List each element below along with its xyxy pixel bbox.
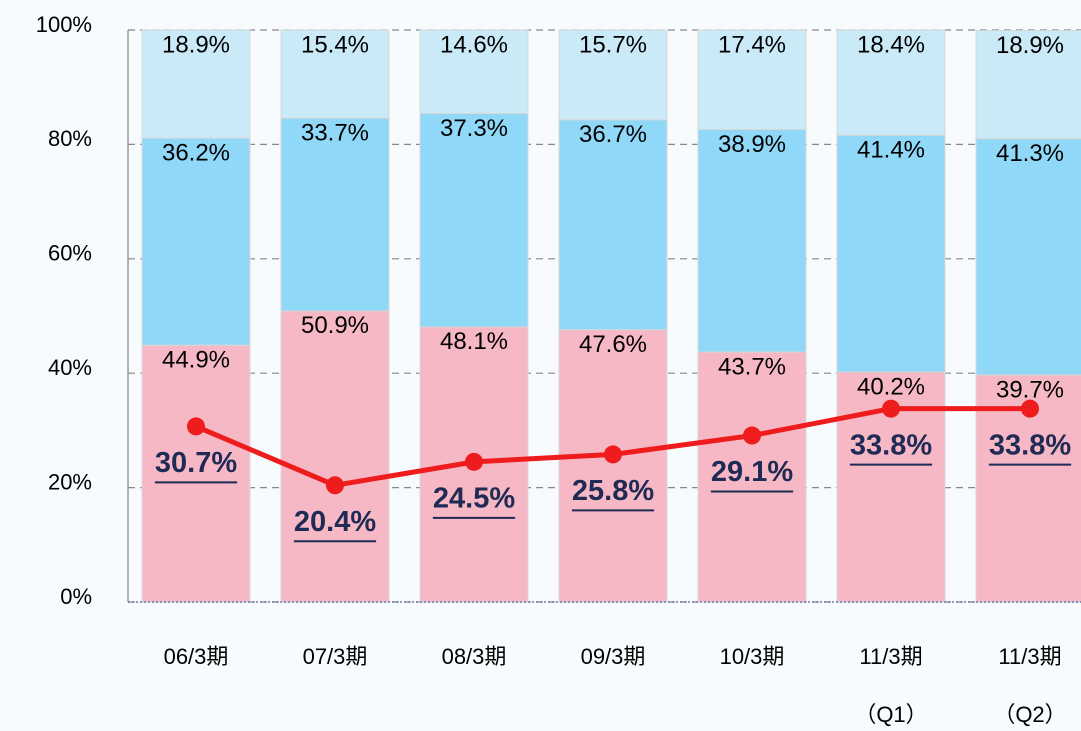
chart: 0% 20% 40% 60% 80% 100% 44.9% 36.2% 18.9% 06/3期 50… (0, 0, 1081, 731)
data-label: 47.6% (579, 331, 647, 358)
y-tick-label: 100% (36, 12, 92, 37)
data-label: 40.2% (857, 373, 925, 400)
bar-segment (281, 118, 389, 311)
line-data-label: 33.8% (850, 429, 932, 461)
line-data-label: 30.7% (155, 447, 237, 479)
line-data-label: 20.4% (294, 506, 376, 538)
line-marker (743, 427, 761, 445)
bar-segment (837, 135, 945, 372)
x-tick-sublabel: （Q2） (993, 702, 1066, 727)
x-tick-label: 09/3期 (581, 644, 646, 669)
x-tick-label: 11/3期 (859, 644, 922, 669)
bar-segment (559, 120, 667, 330)
bar-segment (559, 330, 667, 602)
data-label: 15.7% (579, 31, 647, 58)
x-tick-sublabel: （Q1） (854, 702, 927, 727)
bar-segment (281, 311, 389, 602)
data-label: 18.4% (857, 31, 925, 58)
line-data-label: 29.1% (711, 456, 793, 488)
y-tick-label: 40% (48, 355, 92, 380)
x-tick-label: 10/3期 (720, 644, 785, 669)
data-label: 36.2% (162, 139, 230, 166)
data-label: 39.7% (996, 376, 1064, 403)
x-tick-label: 07/3期 (303, 644, 368, 669)
data-label: 15.4% (301, 31, 369, 58)
bar-segment (698, 130, 806, 353)
y-tick-label: 80% (48, 126, 92, 151)
line-data-label: 33.8% (989, 429, 1071, 461)
data-label: 18.9% (162, 31, 230, 58)
bar-segment (976, 139, 1081, 375)
data-label: 44.9% (162, 347, 230, 374)
data-label: 43.7% (718, 353, 786, 380)
data-label: 14.6% (440, 31, 508, 58)
line-marker (187, 417, 205, 435)
y-tick-label: 0% (60, 584, 92, 609)
data-label: 36.7% (579, 121, 647, 148)
line-marker (882, 400, 900, 418)
data-label: 17.4% (718, 31, 786, 58)
data-label: 18.9% (996, 32, 1064, 59)
bar-segment (420, 114, 528, 327)
y-tick-label: 60% (48, 241, 92, 266)
line-data-label: 24.5% (433, 483, 515, 515)
x-tick-label: 08/3期 (442, 644, 507, 669)
y-tick-label: 20% (48, 469, 92, 494)
line-marker (465, 453, 483, 471)
data-label: 38.9% (718, 131, 786, 158)
data-label: 37.3% (440, 115, 508, 142)
data-label: 41.4% (857, 137, 925, 164)
x-tick-label: 06/3期 (164, 644, 229, 669)
line-marker (326, 476, 344, 494)
line-marker (604, 445, 622, 463)
line-marker (1021, 400, 1039, 418)
data-label: 50.9% (301, 312, 369, 339)
bar-segment (142, 138, 250, 345)
x-tick-label: 11/3期 (998, 644, 1061, 669)
line-data-label: 25.8% (572, 475, 654, 507)
data-label: 41.3% (996, 140, 1064, 167)
data-label: 33.7% (301, 119, 369, 146)
data-label: 48.1% (440, 328, 508, 355)
